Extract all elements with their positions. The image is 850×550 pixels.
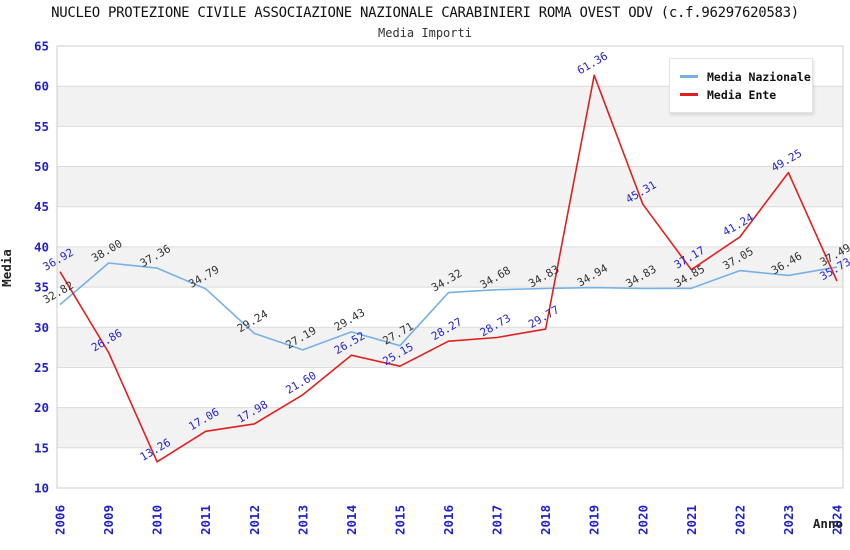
y-tick-label: 60 bbox=[34, 79, 49, 94]
y-tick-label: 10 bbox=[34, 481, 49, 496]
gray-band bbox=[57, 166, 843, 207]
x-axis-title: Anno bbox=[813, 516, 843, 531]
legend: Media Nazionale Media Ente bbox=[669, 58, 813, 113]
y-axis-title: Media bbox=[0, 249, 14, 287]
x-tick-label: 2013 bbox=[295, 505, 310, 535]
value-label: 61.36 bbox=[575, 49, 610, 77]
x-tick-label: 2020 bbox=[635, 505, 650, 535]
legend-line-swatch-nazionale bbox=[680, 75, 698, 78]
series-line-media-ente bbox=[59, 74, 838, 463]
x-tick-label: 2018 bbox=[538, 505, 553, 535]
legend-item-media-nazionale: Media Nazionale bbox=[680, 69, 811, 84]
x-tick-label: 2012 bbox=[247, 505, 262, 535]
value-label: 41.24 bbox=[721, 211, 757, 239]
legend-label-ente: Media Ente bbox=[707, 87, 777, 102]
x-tick-label: 2017 bbox=[490, 505, 505, 535]
legend-line-swatch-ente bbox=[680, 93, 698, 96]
x-tick-label: 2010 bbox=[150, 505, 165, 535]
y-tick-label: 20 bbox=[34, 400, 49, 415]
x-tick-label: 2019 bbox=[587, 505, 602, 535]
y-tick-label: 65 bbox=[34, 39, 49, 54]
x-tick-label: 2011 bbox=[198, 505, 213, 535]
chart-title: NUCLEO PROTEZIONE CIVILE ASSOCIAZIONE NA… bbox=[51, 5, 799, 21]
x-tick-label: 2024 bbox=[830, 505, 845, 535]
series-line-media-nazionale bbox=[59, 262, 838, 351]
x-tick-label: 2023 bbox=[781, 505, 796, 535]
y-tick-label: 55 bbox=[34, 119, 49, 134]
x-tick-label: 2006 bbox=[53, 505, 68, 535]
y-axis-ticks: 10 15 20 25 30 35 40 45 50 55 60 65 bbox=[34, 39, 49, 496]
y-tick-label: 15 bbox=[34, 440, 49, 455]
x-tick-label: 2014 bbox=[344, 505, 359, 535]
x-tick-label: 2021 bbox=[684, 505, 699, 535]
x-axis-ticks: 2006 2009 2010 2011 2012 2013 2014 2015 2016 2017… bbox=[53, 505, 845, 535]
plot-border bbox=[56, 45, 844, 489]
y-tick-label: 35 bbox=[34, 280, 49, 295]
gray-band bbox=[57, 327, 843, 368]
y-tick-label: 25 bbox=[34, 360, 49, 375]
y-tick-label: 50 bbox=[34, 159, 49, 174]
gray-band bbox=[57, 407, 843, 448]
y-tick-label: 40 bbox=[34, 239, 49, 254]
x-tick-label: 2009 bbox=[101, 505, 116, 535]
x-tick-label: 2022 bbox=[732, 505, 747, 535]
legend-item-media-ente: Media Ente bbox=[680, 87, 802, 102]
chart-subtitle: Media Importi bbox=[378, 26, 472, 40]
legend-label-nazionale: Media Nazionale bbox=[707, 69, 811, 84]
value-label: 21.60 bbox=[283, 369, 318, 397]
y-tick-label: 30 bbox=[34, 320, 49, 335]
y-tick-label: 45 bbox=[34, 199, 49, 214]
x-tick-label: 2015 bbox=[392, 505, 407, 535]
x-tick-label: 2016 bbox=[441, 505, 456, 535]
